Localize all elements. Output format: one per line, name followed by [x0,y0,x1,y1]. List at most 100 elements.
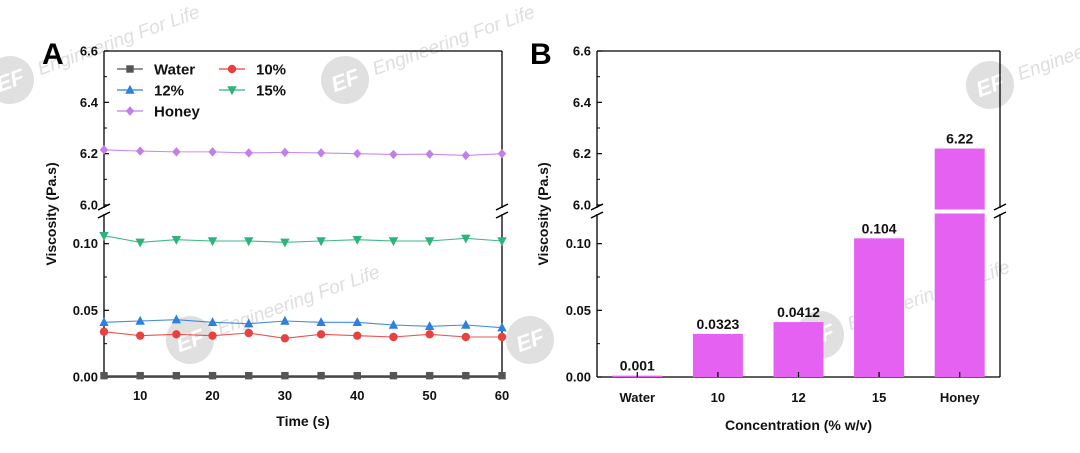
bar-value-label: 0.001 [620,358,655,374]
bar-12 [773,322,824,377]
data-point-honey [135,146,145,156]
a-break-mark [97,211,111,219]
b-y-tick-label: 6.2 [573,146,591,161]
data-point-15-pct [135,238,145,248]
data-point-honey [99,145,109,155]
watermark-text: Engineering For Life [215,262,383,340]
data-point-12-pct [171,314,182,324]
series-line-12-pct [103,319,503,329]
bar-value-label: 0.104 [862,220,897,236]
b-y-tick-label: 6.4 [573,95,592,110]
panel-label-a: A [42,38,64,71]
data-point-10-pct [135,331,145,340]
data-point-12-pct [461,319,471,329]
watermark-logo-circle [166,316,214,364]
watermark-logo-circle [0,299,1,361]
data-point-10-pct [353,331,362,340]
b-break-mark [993,203,1007,211]
data-point-10-pct [99,327,109,336]
data-point-water [245,371,253,380]
panel-a-line-chart: 0.00 0.05 0.10 6.0 6.2 6.4 6.6 Viscosity (Pa.s)… [43,44,509,430]
data-point-honey [461,150,471,161]
series-line-honey [103,149,503,157]
legend-label-water: Water [154,62,195,79]
watermark-logo-circle [321,56,369,104]
data-point-12-pct [207,317,218,327]
watermark-logo-circle [0,56,34,104]
watermark-logo-circle [966,61,1014,109]
a-legend: Water 10% 12% 15% Honey [117,62,286,121]
data-point-10-pct [244,328,253,338]
data-point-10-pct [316,330,326,339]
data-point-15-pct [244,237,254,247]
data-point-honey [497,148,507,159]
data-point-12-pct [280,315,290,325]
series-honey [99,145,507,161]
data-point-honey [316,148,326,158]
a-x-axis-title: Time (s) [276,413,329,429]
series-water [100,371,506,380]
data-point-12-pct [424,321,435,331]
bar-15 [854,238,905,377]
b-y-axis-title: Viscosity (Pa.s) [535,162,551,265]
legend-label-10-pct: 10% [256,62,286,79]
data-point-12-pct [352,317,362,327]
b-x-tick-label: 10 [711,390,725,405]
series-line-10-pct [103,331,502,339]
data-point-12-pct [135,315,145,325]
a-x-tick-label: 40 [350,388,364,403]
b-y-tick-label: 0.05 [566,303,591,318]
a-x-tick-label: 10 [133,388,147,403]
b-y-tick-label: 6.6 [573,44,591,59]
data-point-10-pct [425,330,434,339]
data-point-12-pct [388,319,399,329]
data-point-15-pct [280,238,290,248]
b-x-tick-label: Water [619,390,655,405]
data-point-honey [208,147,217,157]
data-point-15-pct [171,235,182,245]
data-point-water [353,371,361,380]
legend-marker-water [126,65,134,73]
a-y-tick-label: 6.4 [80,95,99,110]
legend-marker-15-pct [227,86,237,96]
legend-marker-honey [125,106,135,116]
a-y-tick-label: 0.00 [73,370,98,385]
data-point-15-pct [207,237,218,247]
data-point-water [208,371,217,380]
b-y-tick-label: 0.00 [566,370,591,385]
bar-value-label: 0.0412 [777,304,820,320]
data-point-15-pct [461,234,471,244]
panel-b-bar-chart: 0.00 0.05 0.10 6.0 6.2 6.4 6.6 Viscosity (Pa.s)… [535,44,1007,433]
legend-label-honey: Honey [154,104,201,121]
data-point-water [425,371,434,380]
a-x-tick-label: 60 [495,388,509,403]
data-point-15-pct [99,231,109,241]
series-12-pct [99,314,507,332]
data-point-water [389,371,398,380]
data-point-10-pct [208,331,217,340]
data-point-water [462,371,470,380]
legend-label-12-pct: 12% [154,83,184,100]
b-break-mark [590,211,604,219]
data-point-15-pct [424,237,435,247]
series-line-15-pct [103,235,503,243]
data-point-12-pct [244,318,254,328]
data-point-15-pct [316,237,326,247]
b-x-tick-label: 15 [872,390,886,405]
data-point-honey [425,149,434,159]
watermark: EF [0,299,1,361]
a-break-mark [495,211,509,219]
data-point-10-pct [280,334,290,343]
watermark: EF [506,316,554,364]
data-point-15-pct [497,237,507,247]
a-x-tick-label: 30 [278,388,292,403]
data-point-honey [172,147,181,157]
bar-value-label: 0.0323 [696,316,739,332]
data-point-10-pct [497,332,507,342]
a-y-tick-label: 6.6 [80,44,98,59]
data-point-12-pct [497,322,507,332]
